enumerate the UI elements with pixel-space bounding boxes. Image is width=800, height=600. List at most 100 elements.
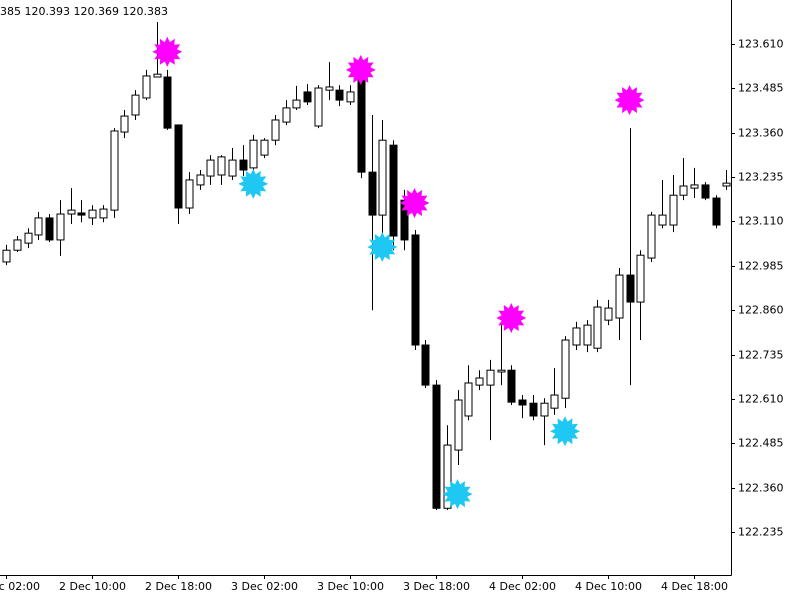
candle-body xyxy=(99,208,108,219)
candle-body xyxy=(540,402,549,417)
candle-body xyxy=(163,76,172,129)
candle-body xyxy=(120,115,129,133)
candle-body xyxy=(647,214,656,259)
plot-area xyxy=(2,22,731,511)
candle-body xyxy=(454,399,463,451)
fractal-up xyxy=(496,303,527,333)
candle-body xyxy=(572,327,581,346)
candle-body xyxy=(24,232,33,244)
candle-body xyxy=(206,159,215,177)
candle-body xyxy=(2,249,11,263)
candle-body xyxy=(217,156,226,176)
fractal-down xyxy=(238,168,269,199)
candle-body xyxy=(722,182,731,187)
candle-body xyxy=(615,274,624,319)
candle-body xyxy=(368,171,377,216)
candle-body xyxy=(378,139,387,216)
x-tick-label: 4 Dec 02:00 xyxy=(489,580,556,593)
candle-body xyxy=(335,89,344,101)
candle-body xyxy=(325,86,334,91)
candle-body xyxy=(346,91,355,103)
candle-body xyxy=(282,107,291,123)
x-tick-label: 3 Dec 18:00 xyxy=(403,580,470,593)
candle-body xyxy=(400,199,409,241)
y-tick-label: 122.610 xyxy=(738,393,784,406)
y-tick-label: 122.985 xyxy=(738,260,784,273)
candle-body xyxy=(561,339,570,399)
candle-body xyxy=(443,444,452,509)
y-tick-label: 123.485 xyxy=(738,82,784,95)
y-tick-label: 122.360 xyxy=(738,482,784,495)
fractal-up xyxy=(399,188,430,218)
candle-body xyxy=(421,344,430,386)
candle-body xyxy=(486,369,495,386)
candle-body xyxy=(701,184,710,199)
x-tick-label: 3 Dec 10:00 xyxy=(317,580,384,593)
y-tick-label: 123.110 xyxy=(738,215,784,228)
y-tick-label: 123.610 xyxy=(738,38,784,51)
fractal-up xyxy=(345,54,376,85)
candle-body xyxy=(196,174,205,186)
y-tick-label: 123.235 xyxy=(738,171,784,184)
fractal-up xyxy=(152,36,183,67)
candle-body xyxy=(593,306,602,349)
x-tick-label: 2 Dec 18:00 xyxy=(145,580,212,593)
candle-body xyxy=(110,130,119,211)
candle-body xyxy=(690,184,699,189)
candle-body xyxy=(529,402,538,417)
candle-body xyxy=(45,217,54,241)
candle-body xyxy=(67,209,76,215)
candle-body xyxy=(658,214,667,226)
candle-body xyxy=(497,369,506,373)
fractal-down xyxy=(550,416,580,447)
candle-body xyxy=(357,71,366,173)
candle-body xyxy=(88,209,97,219)
candle-body xyxy=(604,307,613,321)
candle-body xyxy=(77,212,86,216)
candle-body xyxy=(153,73,162,78)
y-tick-label: 122.235 xyxy=(738,526,784,539)
x-tick-label: 3 Dec 02:00 xyxy=(231,580,298,593)
candle-body xyxy=(142,75,151,99)
candle-body xyxy=(185,179,194,209)
candle-body xyxy=(518,399,527,406)
candle-body xyxy=(292,99,301,109)
fractal-down xyxy=(367,232,398,262)
fractal-up xyxy=(614,85,645,116)
candle-body xyxy=(583,324,592,346)
x-tick-label: 4 Dec 10:00 xyxy=(575,580,642,593)
fractal-down xyxy=(442,479,473,510)
y-tick-label: 122.485 xyxy=(738,437,784,450)
candle-body xyxy=(712,197,721,226)
y-tick-label: 122.735 xyxy=(738,349,784,362)
candle-body xyxy=(34,217,43,236)
y-tick-label: 123.360 xyxy=(738,127,784,140)
candle-body xyxy=(228,159,237,177)
candle-body xyxy=(131,94,140,116)
candle-body xyxy=(389,144,398,237)
candle-body xyxy=(411,234,420,346)
candle-body xyxy=(303,91,312,103)
candle-body xyxy=(475,377,484,386)
candle-body xyxy=(669,194,678,226)
candle-body xyxy=(174,124,183,209)
candle-body xyxy=(314,87,323,127)
candle-body xyxy=(626,274,635,303)
candle-body xyxy=(239,159,248,171)
candle-body xyxy=(550,394,559,409)
x-tick-label: 2 Dec 02:00 xyxy=(0,580,40,593)
candle-body xyxy=(56,213,65,241)
candle-body xyxy=(464,382,473,417)
candle-body xyxy=(249,139,258,169)
x-tick-label: 2 Dec 10:00 xyxy=(59,580,126,593)
candle-body xyxy=(432,384,441,509)
candle-body xyxy=(507,369,516,403)
ohlc-readout: 385 120.393 120.369 120.383 xyxy=(0,5,168,18)
candle-body xyxy=(679,185,688,196)
candle-body xyxy=(271,119,280,141)
candle-body xyxy=(13,239,22,251)
x-tick-label: 4 Dec 18:00 xyxy=(661,580,728,593)
y-tick-label: 122.860 xyxy=(738,304,784,317)
